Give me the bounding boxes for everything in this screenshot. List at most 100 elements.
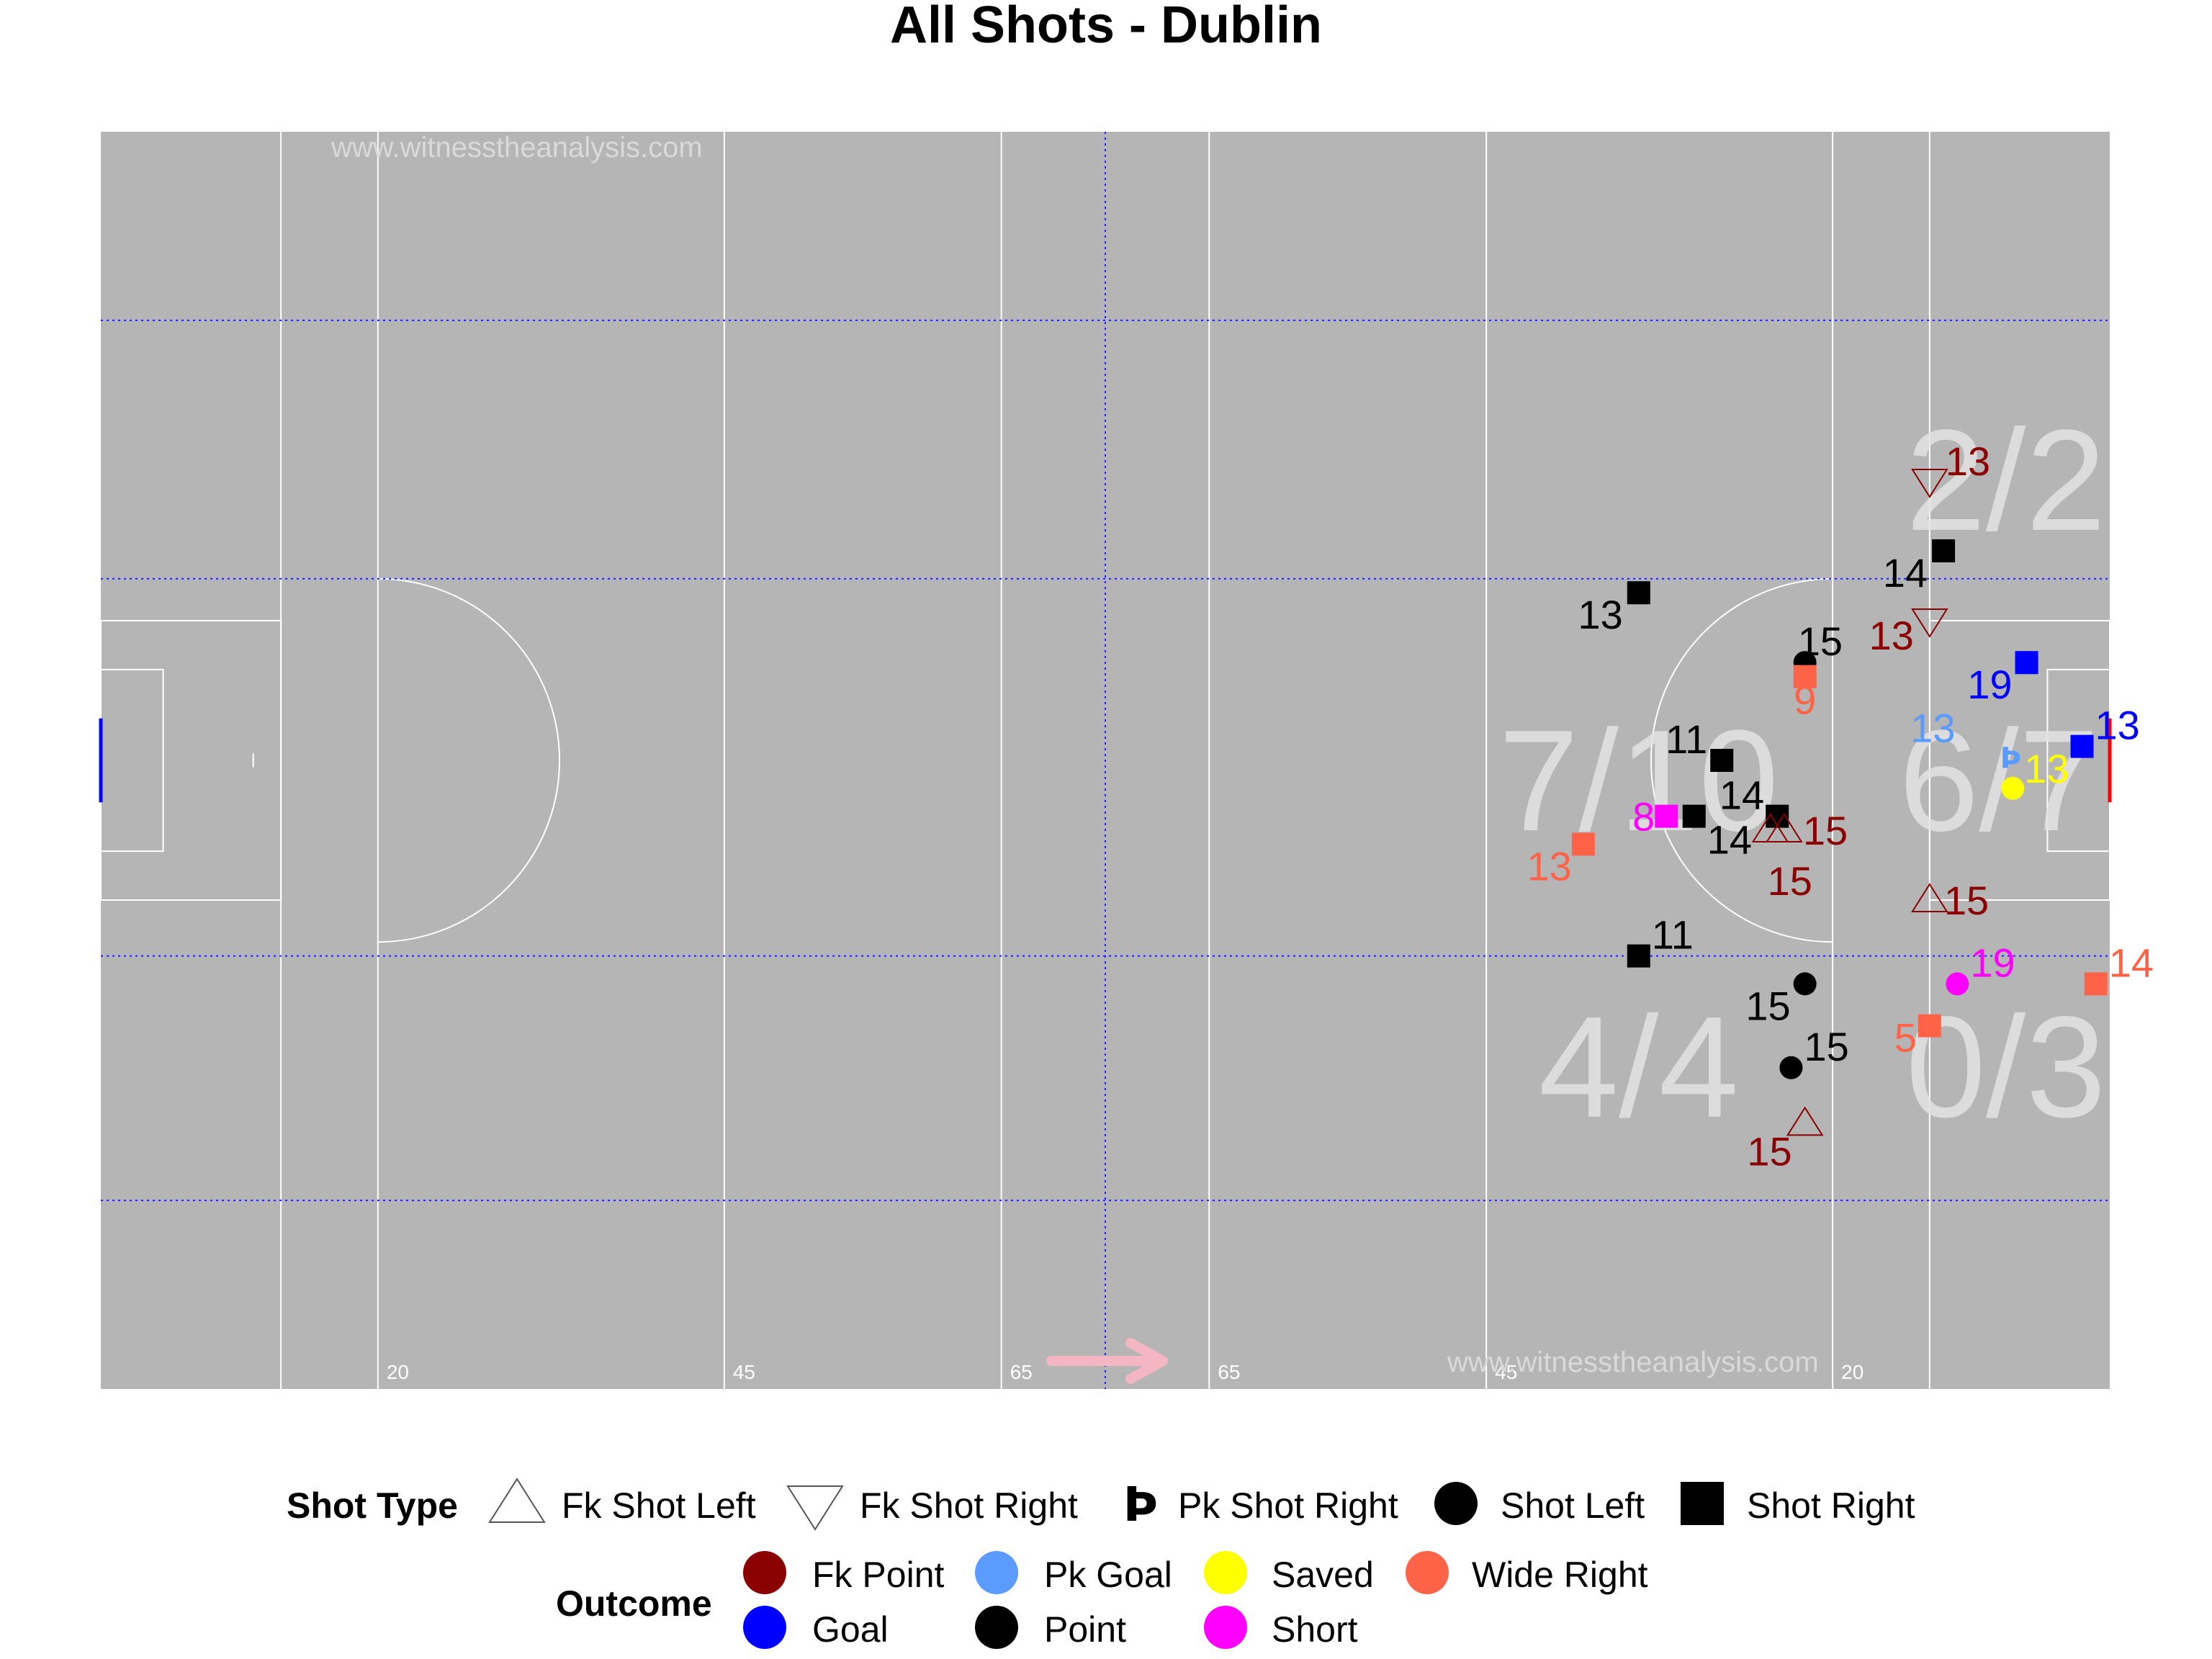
zone-stat-bottom-right: 0/3 bbox=[1906, 987, 2106, 1148]
shot-marker: 15 bbox=[1747, 1106, 1824, 1174]
shot-marker: 15 bbox=[1745, 972, 1817, 1028]
legend-outcome: Outcome Fk Point Goal Pk Goal Point Save… bbox=[0, 1541, 2212, 1659]
shot-marker: 14 bbox=[2084, 940, 2154, 996]
shot-label: 19 bbox=[1967, 662, 2012, 707]
shot-marker: 13 bbox=[2070, 703, 2140, 758]
legend-label-fk-shot-right: Fk Shot Right bbox=[860, 1485, 1078, 1526]
shot-label: 5 bbox=[1894, 1015, 1917, 1061]
shot-marker: 11 bbox=[1627, 912, 1694, 968]
shot-label: 15 bbox=[1804, 1024, 1848, 1069]
shot-label: 19 bbox=[1970, 940, 2015, 985]
legend-key-square bbox=[1681, 1482, 1724, 1525]
shot-marker: 5 bbox=[1894, 1014, 1941, 1061]
shot-marker: 13 bbox=[2001, 746, 2069, 800]
legend-key-goal bbox=[743, 1606, 786, 1649]
yard-label: 65 bbox=[1218, 1361, 1240, 1383]
shot-marker: 13 bbox=[1578, 581, 1650, 637]
watermark: www.witnesstheanalysis.com bbox=[1447, 1346, 1819, 1378]
shot-label: 11 bbox=[1652, 912, 1694, 958]
legend-label-shot-right: Shot Right bbox=[1747, 1485, 1915, 1526]
shot-label: 11 bbox=[1665, 716, 1707, 762]
shot-label: 13 bbox=[1946, 439, 1990, 484]
shot-marker: 15 bbox=[1751, 813, 1812, 904]
watermark: www.witnesstheanalysis.com bbox=[331, 132, 703, 163]
shot-label: 14 bbox=[1883, 550, 1928, 595]
shot-label: 14 bbox=[1707, 817, 1752, 863]
svg-text:Þ: Þ bbox=[1123, 1477, 1159, 1532]
shot-label: 15 bbox=[1768, 858, 1812, 904]
legend-label-goal: Goal bbox=[812, 1609, 889, 1650]
zone-stat-middle-left: 7/10 bbox=[1498, 701, 1779, 861]
legend-key-circle bbox=[1434, 1482, 1478, 1525]
legend-shot-type-title: Shot Type bbox=[287, 1485, 458, 1526]
legend-key-saved bbox=[1204, 1551, 1247, 1594]
legend-label-fk-point: Fk Point bbox=[812, 1555, 945, 1595]
shot-label: 14 bbox=[1719, 773, 1764, 818]
shot-marker: 13 bbox=[1527, 832, 1595, 889]
shot-marker: 14 bbox=[1682, 804, 1752, 863]
legend-label-fk-shot-left: Fk Shot Left bbox=[562, 1485, 756, 1526]
legend-label-pk-goal: Pk Goal bbox=[1044, 1555, 1172, 1595]
shot-label: 13 bbox=[1578, 592, 1622, 637]
legend-key-triangle-up bbox=[488, 1478, 546, 1523]
legend-label-shot-left: Shot Left bbox=[1501, 1485, 1645, 1526]
zone-stat-middle-right: 6/7 bbox=[1899, 701, 2099, 861]
shot-label: 13 bbox=[1910, 706, 1955, 751]
legend-label-short: Short bbox=[1272, 1609, 1358, 1650]
legend-label-pk-shot-right: Pk Shot Right bbox=[1178, 1485, 1398, 1526]
zone-stat-top-right: 2/2 bbox=[1906, 400, 2106, 561]
shot-marker: 13 bbox=[1911, 439, 1990, 498]
chart-title: All Shots - Dublin bbox=[890, 0, 1322, 54]
yard-label: 65 bbox=[1010, 1361, 1033, 1383]
watermark-layer: www.witnesstheanalysis.com www.witnessthe… bbox=[331, 132, 1819, 1378]
attack-direction-arrow bbox=[1046, 1338, 1168, 1384]
shot-label: 13 bbox=[2024, 746, 2069, 791]
zone-stats: 2/2 7/10 6/7 4/4 0/3 bbox=[1498, 400, 2106, 1148]
legend-key-triangle-down bbox=[786, 1485, 844, 1531]
legend-key-point bbox=[975, 1606, 1018, 1649]
zone-stat-bottom-left: 4/4 bbox=[1539, 987, 1739, 1148]
legend-key-thorn: Þ bbox=[1123, 1477, 1159, 1532]
zone-grid-lines bbox=[101, 132, 2110, 1389]
yard-label: 20 bbox=[1841, 1361, 1863, 1383]
legend-label-wide-right: Wide Right bbox=[1472, 1555, 1648, 1595]
shot-label: 15 bbox=[1745, 983, 1790, 1028]
shot-label: 13 bbox=[1527, 843, 1572, 889]
shot-marker: 15 bbox=[1911, 878, 1989, 923]
shot-marker: 11 bbox=[1665, 716, 1734, 772]
legend-key-wide-right bbox=[1406, 1551, 1449, 1594]
yard-labels: 20 45 65 65 45 20 bbox=[387, 1361, 1864, 1383]
shot-label: 9 bbox=[1794, 678, 1816, 723]
legend-shot-type: Shot Type Fk Shot Left Fk Shot Right Þ P… bbox=[0, 1469, 2212, 1538]
shot-marker: 13 bbox=[1869, 608, 1948, 658]
shot-label: 14 bbox=[2109, 940, 2154, 985]
shot-label: 13 bbox=[1869, 613, 1914, 658]
shot-marker: 14 bbox=[1719, 773, 1789, 828]
legend-key-pk-goal bbox=[975, 1551, 1018, 1594]
legend-key-short bbox=[1204, 1606, 1247, 1649]
shot-label: 8 bbox=[1632, 794, 1655, 840]
shot-marker: 19 bbox=[1967, 651, 2038, 707]
pitch-lines bbox=[99, 132, 2112, 1389]
legend-outcome-title: Outcome bbox=[556, 1583, 712, 1624]
shot-marker: Þ 13 bbox=[1910, 706, 2021, 775]
yard-label: 20 bbox=[387, 1361, 409, 1383]
legend-label-point: Point bbox=[1044, 1609, 1126, 1650]
legend-key-fk-point bbox=[743, 1551, 786, 1594]
arc-left bbox=[377, 577, 561, 943]
shot-marker: 14 bbox=[1883, 539, 1956, 595]
shot-label: 15 bbox=[1944, 878, 1989, 923]
pk-marker-glyph: Þ bbox=[2000, 742, 2022, 775]
shot-marker: 8 bbox=[1632, 794, 1678, 840]
shot-label: 15 bbox=[1803, 808, 1848, 853]
arc-right bbox=[1650, 577, 1833, 943]
shot-marker: 9 bbox=[1793, 665, 1817, 723]
shot-marker: 15 bbox=[1779, 1024, 1849, 1079]
yard-label: 45 bbox=[1495, 1361, 1517, 1383]
shot-label: 13 bbox=[2095, 703, 2140, 748]
shot-label: 15 bbox=[1798, 619, 1843, 664]
shot-label: 15 bbox=[1747, 1128, 1791, 1174]
legend-label-saved: Saved bbox=[1272, 1555, 1374, 1595]
